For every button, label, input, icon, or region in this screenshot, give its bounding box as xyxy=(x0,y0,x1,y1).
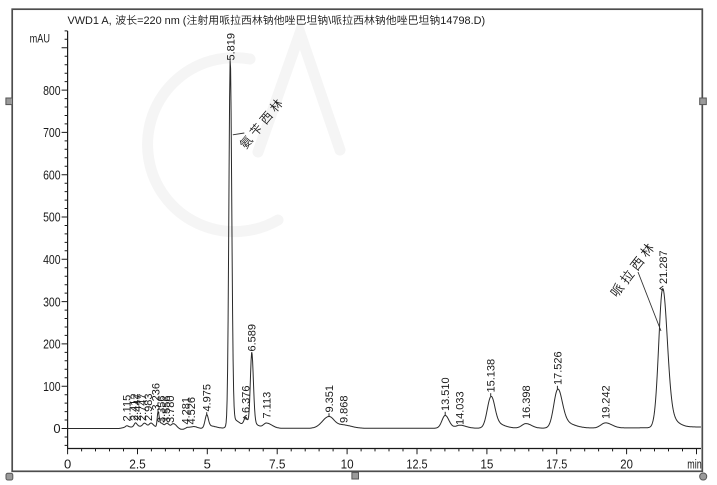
svg-text:=220 nm (: =220 nm ( xyxy=(137,15,187,27)
svg-text:9.351: 9.351 xyxy=(324,385,336,413)
svg-text:10: 10 xyxy=(341,456,354,471)
svg-text:3.780: 3.780 xyxy=(165,395,177,423)
svg-text:800: 800 xyxy=(43,83,61,98)
svg-text:7.113: 7.113 xyxy=(261,392,273,419)
svg-text:19.242: 19.242 xyxy=(600,385,612,419)
svg-text:0: 0 xyxy=(64,456,71,471)
svg-text:12.5: 12.5 xyxy=(406,456,427,471)
svg-text:2.447: 2.447 xyxy=(132,393,144,421)
svg-text:0: 0 xyxy=(53,421,60,436)
svg-text:6.589: 6.589 xyxy=(247,324,259,352)
svg-text:5.819: 5.819 xyxy=(225,33,237,61)
svg-text:17.526: 17.526 xyxy=(552,351,564,385)
svg-text:4.526: 4.526 xyxy=(186,397,198,425)
svg-text:14.033: 14.033 xyxy=(455,391,467,425)
svg-text:mAU: mAU xyxy=(30,33,50,45)
svg-text:\: \ xyxy=(328,15,332,27)
svg-text:16.398: 16.398 xyxy=(521,385,533,419)
svg-text:14798.D): 14798.D) xyxy=(440,15,485,27)
svg-text:400: 400 xyxy=(43,252,61,267)
svg-text:15.138: 15.138 xyxy=(486,359,498,393)
svg-text:300: 300 xyxy=(43,294,61,309)
svg-text:17.5: 17.5 xyxy=(546,456,567,471)
svg-text:6.376: 6.376 xyxy=(241,385,253,413)
svg-text:13.510: 13.510 xyxy=(440,377,452,411)
svg-text:15: 15 xyxy=(480,456,493,471)
svg-text:2.983: 2.983 xyxy=(143,393,155,421)
svg-text:700: 700 xyxy=(43,125,61,140)
svg-text:2.747: 2.747 xyxy=(137,393,149,421)
svg-text:3.236: 3.236 xyxy=(150,383,162,411)
svg-text:2.412: 2.412 xyxy=(129,393,141,421)
svg-text:7.5: 7.5 xyxy=(269,456,286,471)
svg-text:500: 500 xyxy=(43,210,61,225)
svg-text:5: 5 xyxy=(204,456,211,471)
svg-text:VWD1 A,: VWD1 A, xyxy=(68,15,112,27)
svg-text:9.868: 9.868 xyxy=(338,395,350,423)
svg-text:2.115: 2.115 xyxy=(122,395,134,422)
svg-text:200: 200 xyxy=(43,337,61,352)
svg-text:20: 20 xyxy=(620,456,633,471)
svg-text:600: 600 xyxy=(43,167,61,182)
svg-text:min: min xyxy=(687,456,701,471)
svg-text:4.281: 4.281 xyxy=(180,397,192,425)
svg-text:3.356: 3.356 xyxy=(156,395,168,423)
svg-text:2.5: 2.5 xyxy=(129,456,146,471)
svg-text:100: 100 xyxy=(43,379,61,394)
svg-text:3.556: 3.556 xyxy=(161,395,173,423)
svg-text:21.287: 21.287 xyxy=(658,250,670,284)
svg-text:4.975: 4.975 xyxy=(202,384,214,412)
